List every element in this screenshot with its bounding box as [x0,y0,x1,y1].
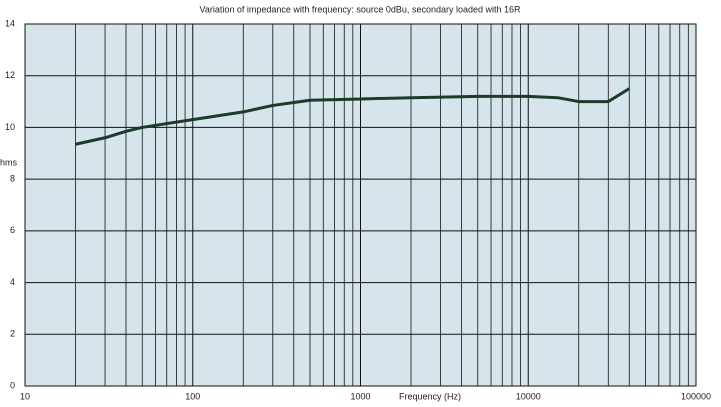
x-tick-label: 100 [185,391,200,401]
x-tick-label: 10000 [516,391,541,401]
y-tick-label: 12 [5,70,15,80]
y-tick-label: 4 [10,277,15,287]
data-line [75,87,631,146]
y-tick-label: 10 [5,122,15,132]
y-tick-label: 14 [5,18,15,28]
y-tick-label: 2 [10,329,15,339]
x-axis-label: Frequency (Hz) [399,391,461,401]
x-tick-label: 1000 [350,391,370,401]
y-tick-label: 8 [10,174,15,184]
y-axis-label: hms [0,157,18,167]
chart-title: Variation of impedance with frequency: s… [199,4,521,14]
x-tick-label: 100000 [681,391,711,401]
y-tick-label: 6 [10,225,15,235]
x-tick-label: 10 [20,391,30,401]
y-tick-label: 0 [10,380,15,390]
